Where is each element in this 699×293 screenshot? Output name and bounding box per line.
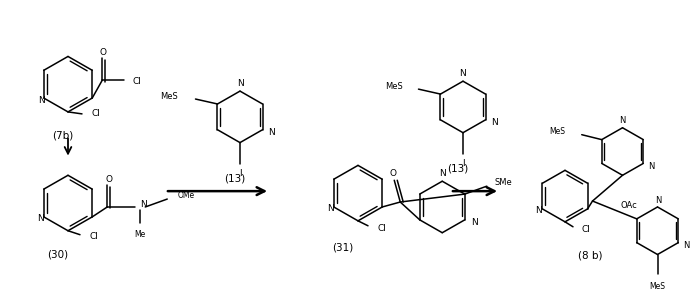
- Text: OMe: OMe: [178, 190, 194, 200]
- Text: N: N: [648, 162, 655, 171]
- Text: Me: Me: [135, 230, 146, 239]
- Text: N: N: [684, 241, 690, 250]
- Text: SMe: SMe: [495, 178, 512, 187]
- Text: Cl: Cl: [90, 232, 99, 241]
- Text: O: O: [100, 48, 107, 57]
- Text: MeS: MeS: [549, 127, 565, 136]
- Text: MeS: MeS: [649, 282, 665, 291]
- Text: (31): (31): [333, 243, 354, 253]
- Text: Cl: Cl: [582, 225, 591, 234]
- Text: (7b): (7b): [52, 131, 73, 141]
- Text: N: N: [619, 116, 626, 125]
- Text: N: N: [656, 195, 662, 205]
- Text: O: O: [106, 175, 113, 184]
- Text: N: N: [439, 169, 446, 178]
- Text: OAc: OAc: [621, 202, 637, 210]
- Text: N: N: [237, 79, 243, 88]
- Text: N: N: [37, 214, 44, 223]
- Text: N: N: [535, 207, 542, 215]
- Text: N: N: [491, 118, 498, 127]
- Text: MeS: MeS: [160, 91, 178, 100]
- Text: Cl: Cl: [378, 224, 387, 233]
- Text: Cl: Cl: [132, 77, 141, 86]
- Text: (13): (13): [224, 173, 245, 183]
- Text: (30): (30): [48, 250, 69, 260]
- Text: Cl: Cl: [92, 109, 101, 118]
- Text: N: N: [140, 200, 147, 209]
- Text: O: O: [390, 169, 397, 178]
- Text: (13): (13): [447, 163, 468, 173]
- Text: I: I: [238, 169, 241, 178]
- Text: (8 b): (8 b): [578, 251, 603, 260]
- Text: I: I: [461, 159, 464, 168]
- Text: MeS: MeS: [384, 82, 403, 91]
- Text: N: N: [460, 69, 466, 78]
- Text: N: N: [327, 205, 334, 214]
- Text: N: N: [268, 128, 275, 137]
- Text: N: N: [470, 218, 477, 227]
- Text: N: N: [38, 96, 45, 105]
